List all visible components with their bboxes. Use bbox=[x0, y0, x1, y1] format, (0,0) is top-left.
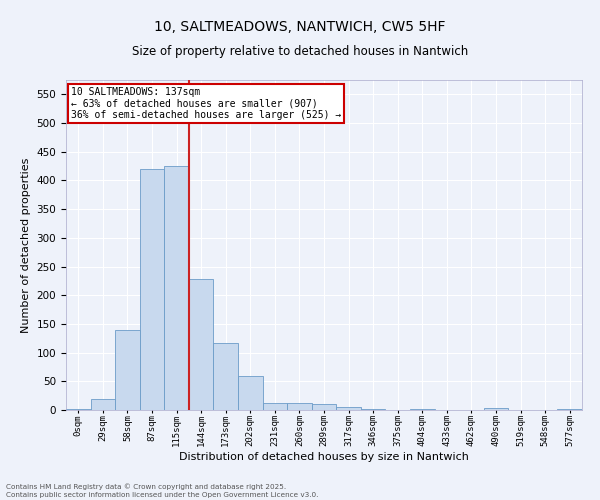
Bar bbox=[66, 409, 91, 410]
Bar bbox=[238, 376, 263, 410]
Text: 10 SALTMEADOWS: 137sqm
← 63% of detached houses are smaller (907)
36% of semi-de: 10 SALTMEADOWS: 137sqm ← 63% of detached… bbox=[71, 86, 341, 120]
Bar bbox=[336, 407, 361, 410]
Y-axis label: Number of detached properties: Number of detached properties bbox=[21, 158, 31, 332]
Bar bbox=[115, 330, 140, 410]
Bar bbox=[312, 404, 336, 410]
Text: Contains HM Land Registry data © Crown copyright and database right 2025.
Contai: Contains HM Land Registry data © Crown c… bbox=[6, 484, 319, 498]
Text: Size of property relative to detached houses in Nantwich: Size of property relative to detached ho… bbox=[132, 45, 468, 58]
Bar bbox=[91, 398, 115, 410]
Bar bbox=[164, 166, 189, 410]
Bar bbox=[140, 169, 164, 410]
Bar bbox=[361, 409, 385, 410]
Bar bbox=[263, 403, 287, 410]
Bar bbox=[287, 403, 312, 410]
Text: 10, SALTMEADOWS, NANTWICH, CW5 5HF: 10, SALTMEADOWS, NANTWICH, CW5 5HF bbox=[154, 20, 446, 34]
X-axis label: Distribution of detached houses by size in Nantwich: Distribution of detached houses by size … bbox=[179, 452, 469, 462]
Bar bbox=[557, 409, 582, 410]
Bar bbox=[484, 408, 508, 410]
Bar bbox=[189, 279, 214, 410]
Bar bbox=[214, 344, 238, 410]
